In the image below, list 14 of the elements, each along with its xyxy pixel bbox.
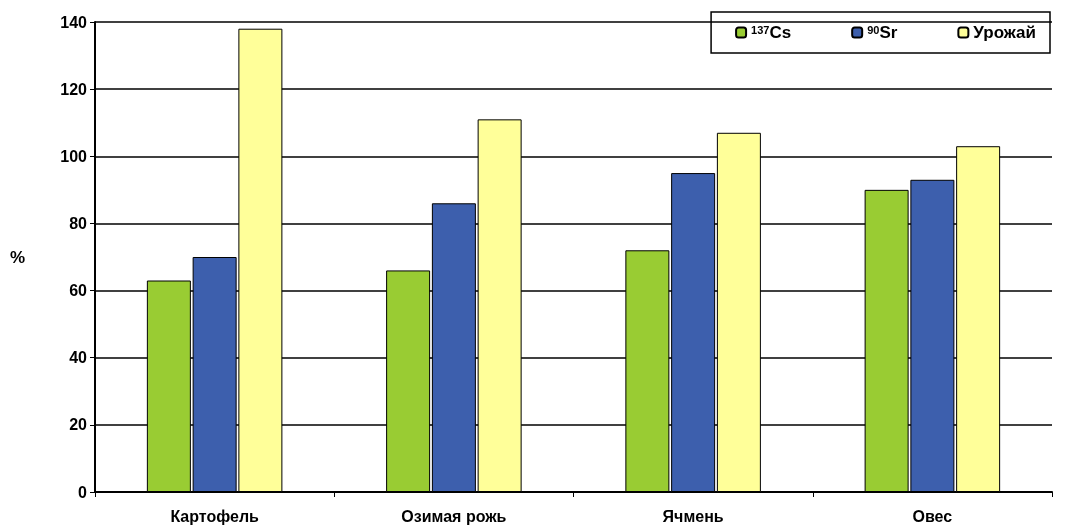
y-tick-label: 40: [69, 349, 88, 367]
x-tick-label: Картофель: [170, 507, 260, 525]
y-axis-title: %: [9, 247, 25, 267]
y-tick-label: 100: [60, 147, 88, 165]
y-tick-label: 0: [78, 483, 88, 501]
y-tick-label: 140: [60, 13, 88, 31]
y-tick-label: 80: [69, 214, 88, 232]
x-tick-label: Овес: [912, 507, 953, 525]
y-tick-label: 20: [69, 416, 88, 434]
x-tick-label: Ячмень: [662, 507, 724, 525]
y-tick-label: 120: [60, 80, 88, 98]
y-tick-label: 60: [69, 282, 88, 300]
x-tick-label: Озимая рожь: [401, 507, 507, 525]
legend-label: Урожай: [973, 23, 1036, 42]
